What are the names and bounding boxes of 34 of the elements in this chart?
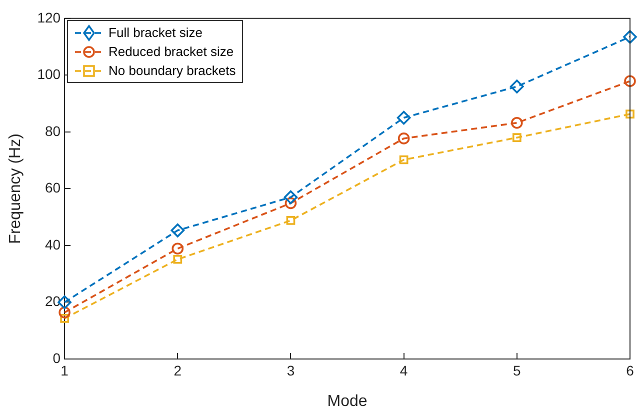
y-tick-label: 0 (52, 350, 61, 366)
y-tick-label: 100 (37, 66, 61, 82)
point (286, 216, 296, 225)
x-tick-label: 3 (286, 362, 295, 378)
point (172, 242, 184, 254)
x-tick-label: 5 (513, 362, 522, 378)
point (510, 80, 524, 94)
point (623, 30, 637, 44)
point (396, 110, 411, 125)
point (60, 314, 69, 323)
y-tick-label: 120 (37, 9, 61, 26)
y-tick-label: 80 (44, 122, 61, 139)
point (399, 155, 408, 164)
point (173, 254, 182, 264)
y-axis-title: Frequency (Hz) (7, 134, 24, 244)
point (398, 132, 410, 144)
point (284, 190, 298, 204)
x-tick-label: 4 (400, 362, 408, 378)
point (626, 110, 634, 118)
x-axis-title: Mode (327, 392, 368, 410)
point (170, 224, 185, 238)
point (58, 306, 70, 318)
point (512, 133, 522, 142)
x-tick-label: 1 (60, 362, 69, 378)
x-tick-label: 2 (174, 362, 182, 378)
point (511, 116, 523, 129)
legend-label: Reduced bracket size (108, 44, 234, 60)
y-tick-label: 60 (44, 180, 61, 196)
legend-label: Full bracket size (108, 25, 202, 40)
point (284, 197, 297, 210)
y-tick-label: 40 (44, 236, 61, 252)
point (624, 75, 636, 88)
legend-label: No boundary brackets (108, 63, 236, 78)
x-tick-label: 6 (626, 362, 634, 378)
